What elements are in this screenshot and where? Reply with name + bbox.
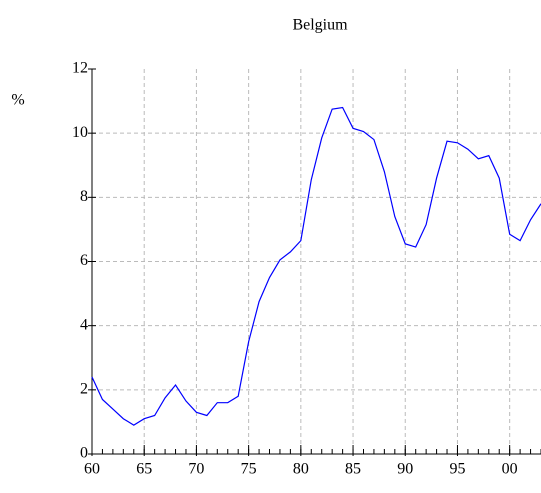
y-tick-label: 6 [80,252,88,269]
x-tick-label: 65 [136,461,152,478]
y-tick-label: 4 [80,316,88,333]
y-tick-label: 10 [72,124,88,141]
x-tick-label: 85 [345,461,361,478]
chart-title: Belgium [292,17,348,34]
x-tick-label: 75 [241,461,257,478]
x-tick-label: 95 [449,461,465,478]
x-tick-label: 00 [502,461,518,478]
y-tick-label: 8 [80,188,88,205]
data-line [91,106,541,426]
x-tick-label: 70 [188,461,204,478]
y-axis-label: % [11,92,24,109]
y-tick-label: 0 [80,445,88,462]
x-tick-label: 60 [84,461,100,478]
x-tick-label: 80 [293,461,309,478]
y-tick-label: 12 [72,60,88,77]
y-tick-label: 2 [80,381,88,398]
x-tick-label: 90 [397,461,413,478]
